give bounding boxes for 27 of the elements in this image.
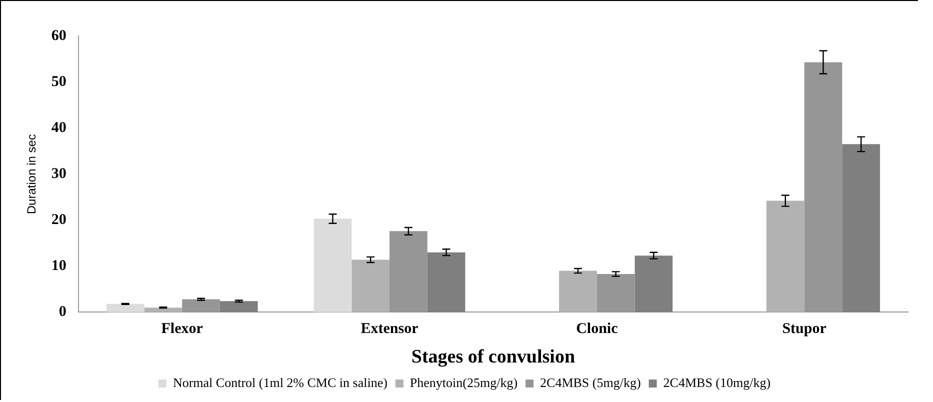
y-tick-label: 10: [51, 258, 66, 274]
bar: [144, 308, 182, 312]
y-tick-label: 0: [58, 304, 66, 320]
legend-label: 2C4MBS (5mg/kg): [540, 374, 641, 390]
y-tick-label: 20: [51, 212, 66, 228]
bar: [559, 270, 597, 312]
bar: [766, 200, 804, 312]
legend-label: 2C4MBS (10mg/kg): [663, 374, 771, 390]
bar: [427, 252, 466, 312]
x-tick-label: Extensor: [360, 321, 419, 338]
x-tick-label: Flexor: [161, 321, 204, 338]
y-tick-label: 60: [51, 28, 66, 44]
x-tick-label: Stupor: [782, 321, 827, 338]
y-axis-title: Duration in sec: [24, 134, 39, 214]
legend-label: Normal Control (1ml 2% CMC in saline): [172, 374, 388, 390]
legend-label: Phenytoin(25mg/kg): [410, 374, 518, 390]
bar: [220, 301, 258, 312]
y-tick-label: 30: [51, 166, 66, 182]
bar: [842, 144, 880, 312]
y-tick-label: 50: [51, 74, 66, 90]
bar: [634, 256, 673, 312]
y-tick-label: 40: [51, 120, 66, 136]
bar: [314, 218, 352, 312]
bar: [352, 260, 390, 312]
bar: [106, 304, 144, 312]
x-axis-title: Stages of convulsion: [411, 346, 576, 368]
x-tick-label: Clonic: [576, 321, 618, 338]
